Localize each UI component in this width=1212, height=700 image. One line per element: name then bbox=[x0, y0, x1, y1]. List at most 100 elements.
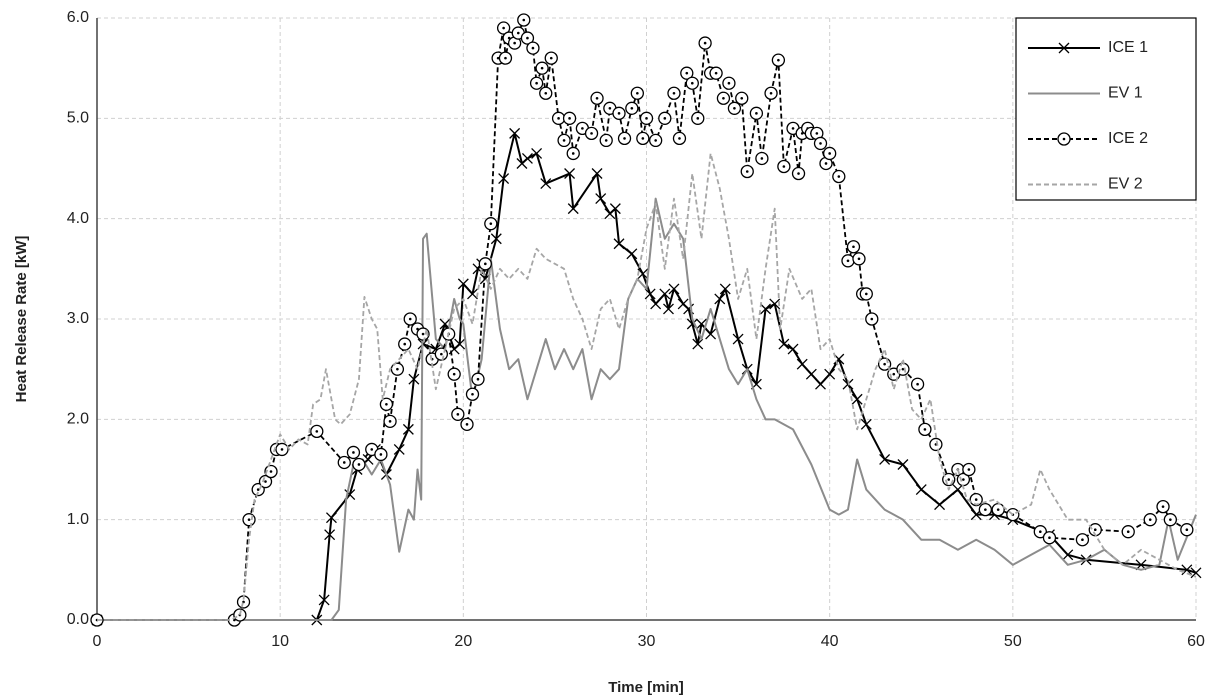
marker bbox=[805, 368, 817, 380]
marker bbox=[590, 91, 604, 105]
marker-dot bbox=[269, 470, 273, 473]
marker bbox=[879, 454, 891, 465]
marker-dot bbox=[549, 56, 553, 60]
marker-dot bbox=[1161, 505, 1165, 508]
marker bbox=[769, 298, 781, 310]
marker bbox=[526, 41, 540, 55]
marker-dot bbox=[967, 468, 971, 471]
marker bbox=[599, 133, 613, 148]
marker-dot bbox=[516, 31, 520, 35]
marker bbox=[626, 248, 638, 260]
marker-x bbox=[879, 454, 891, 465]
marker-dot bbox=[403, 342, 407, 346]
marker-dot bbox=[1169, 518, 1172, 521]
marker-x bbox=[824, 368, 836, 380]
marker bbox=[337, 455, 351, 470]
marker bbox=[735, 91, 749, 105]
marker bbox=[952, 484, 964, 496]
marker bbox=[383, 414, 397, 428]
marker bbox=[813, 136, 828, 151]
marker bbox=[719, 283, 731, 295]
marker bbox=[498, 51, 513, 65]
marker bbox=[667, 86, 681, 100]
marker bbox=[544, 51, 558, 65]
marker-x bbox=[408, 373, 420, 385]
marker bbox=[478, 257, 492, 271]
marker bbox=[1058, 42, 1070, 54]
marker-dot bbox=[663, 117, 667, 120]
marker-dot bbox=[452, 372, 456, 376]
marker bbox=[1143, 513, 1157, 527]
marker bbox=[841, 254, 855, 268]
marker-dot bbox=[280, 448, 284, 451]
marker-dot bbox=[901, 367, 905, 371]
marker bbox=[644, 288, 656, 300]
marker bbox=[851, 393, 863, 405]
marker bbox=[842, 378, 854, 390]
marker-dot bbox=[782, 165, 786, 168]
marker-dot bbox=[696, 117, 700, 120]
marker-dot bbox=[315, 430, 319, 433]
marker-x bbox=[467, 288, 478, 300]
y-axis-title: Heat Release Rate [kW] bbox=[13, 236, 30, 403]
marker bbox=[1088, 523, 1102, 537]
marker-dot bbox=[471, 392, 474, 396]
marker bbox=[771, 53, 786, 67]
marker bbox=[258, 474, 273, 489]
marker-dot bbox=[1062, 137, 1066, 141]
marker-x bbox=[609, 203, 621, 215]
marker bbox=[918, 422, 932, 437]
marker-dot bbox=[745, 170, 749, 173]
marker-dot bbox=[526, 36, 529, 40]
marker bbox=[264, 464, 278, 479]
marker-dot bbox=[974, 498, 978, 501]
marker-x bbox=[668, 283, 680, 295]
marker-x bbox=[644, 288, 656, 300]
marker-x bbox=[509, 127, 521, 139]
marker-dot bbox=[571, 152, 575, 155]
marker bbox=[755, 151, 769, 166]
marker bbox=[860, 418, 872, 430]
marker-dot bbox=[1039, 530, 1042, 534]
y-tick-label: 4.0 bbox=[67, 210, 89, 227]
marker bbox=[865, 312, 879, 326]
marker-dot bbox=[703, 41, 707, 45]
marker-x bbox=[591, 168, 603, 179]
marker bbox=[716, 91, 731, 105]
marker-dot bbox=[791, 127, 795, 130]
marker bbox=[692, 338, 704, 350]
marker-dot bbox=[456, 413, 460, 416]
marker bbox=[310, 424, 324, 439]
marker bbox=[612, 106, 626, 120]
marker bbox=[509, 127, 521, 139]
marker bbox=[636, 131, 650, 146]
marker-dot bbox=[1093, 528, 1097, 531]
marker-x bbox=[760, 303, 772, 315]
marker-x bbox=[705, 328, 717, 340]
marker bbox=[521, 153, 533, 164]
marker-dot bbox=[370, 448, 374, 451]
marker-dot bbox=[1185, 528, 1189, 531]
marker-dot bbox=[962, 478, 965, 481]
marker-x bbox=[490, 233, 502, 245]
series-line bbox=[97, 152, 1197, 621]
marker-dot bbox=[421, 332, 425, 336]
marker bbox=[714, 293, 726, 305]
marker-dot bbox=[740, 96, 744, 100]
marker-dot bbox=[690, 81, 694, 85]
marker-dot bbox=[617, 112, 621, 115]
marker bbox=[584, 126, 599, 141]
marker bbox=[393, 443, 405, 455]
marker bbox=[846, 240, 861, 254]
x-axis-title: Time [min] bbox=[608, 679, 684, 696]
marker-dot bbox=[385, 402, 388, 406]
marker-x bbox=[842, 378, 854, 390]
marker bbox=[451, 407, 465, 421]
legend-label: ICE 1 bbox=[1108, 39, 1148, 56]
marker bbox=[760, 303, 772, 315]
marker-x bbox=[567, 203, 579, 215]
marker-dot bbox=[678, 137, 681, 140]
marker-x bbox=[318, 594, 330, 606]
